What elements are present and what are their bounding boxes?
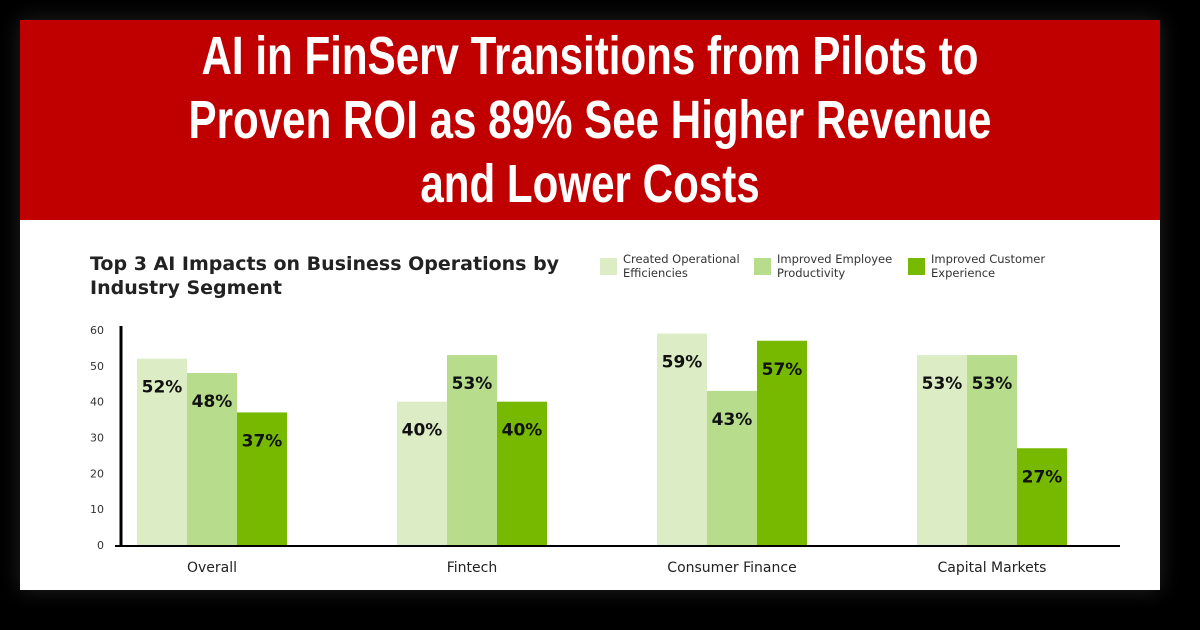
- bar: [707, 390, 757, 545]
- data-label: 59%: [662, 353, 703, 373]
- x-tick-label: Capital Markets: [938, 560, 1047, 576]
- bar: [497, 401, 547, 545]
- data-label: 52%: [142, 378, 183, 398]
- y-tick-label: 20: [90, 467, 104, 480]
- bar: [967, 355, 1017, 545]
- x-tick-label: Fintech: [447, 560, 497, 576]
- bar: [397, 401, 447, 545]
- data-label: 40%: [402, 421, 443, 441]
- y-tick-label: 30: [90, 432, 104, 445]
- y-tick-label: 10: [90, 503, 104, 516]
- data-label: 48%: [192, 392, 233, 412]
- data-label: 53%: [452, 374, 493, 394]
- headline: AI in FinServ Transitions from Pilots to…: [188, 26, 992, 214]
- bar: [237, 412, 287, 545]
- y-tick-label: 0: [97, 539, 104, 552]
- bar: [187, 373, 237, 545]
- x-tick-label: Consumer Finance: [667, 560, 796, 576]
- y-tick-label: 40: [90, 396, 104, 409]
- legend-item-customer-experience: Improved Customer Experience: [908, 252, 1048, 280]
- data-label: 40%: [502, 421, 543, 441]
- data-label: 57%: [762, 360, 803, 380]
- bar: [917, 355, 967, 545]
- data-label: 53%: [972, 374, 1013, 394]
- legend-swatch: [908, 257, 925, 275]
- y-tick-label: 60: [90, 324, 104, 337]
- legend: Created Operational Efficiencies Improve…: [600, 252, 1048, 280]
- data-label: 53%: [922, 374, 963, 394]
- data-label: 27%: [1022, 467, 1063, 487]
- x-tick-label: Overall: [187, 560, 237, 576]
- data-label: 37%: [242, 431, 283, 451]
- legend-item-productivity: Improved Employee Productivity: [754, 252, 894, 280]
- bar: [1017, 448, 1067, 545]
- y-tick-label: 50: [90, 360, 104, 373]
- data-label: 43%: [712, 410, 753, 430]
- bar: [137, 358, 187, 545]
- legend-item-efficiencies: Created Operational Efficiencies: [600, 252, 740, 280]
- legend-swatch: [600, 257, 617, 275]
- bar: [757, 340, 807, 545]
- headline-banner: AI in FinServ Transitions from Pilots to…: [20, 20, 1160, 220]
- bar: [447, 355, 497, 545]
- chart-title: Top 3 AI Impacts on Business Operations …: [90, 253, 560, 299]
- bar: [657, 333, 707, 545]
- legend-swatch: [754, 257, 771, 275]
